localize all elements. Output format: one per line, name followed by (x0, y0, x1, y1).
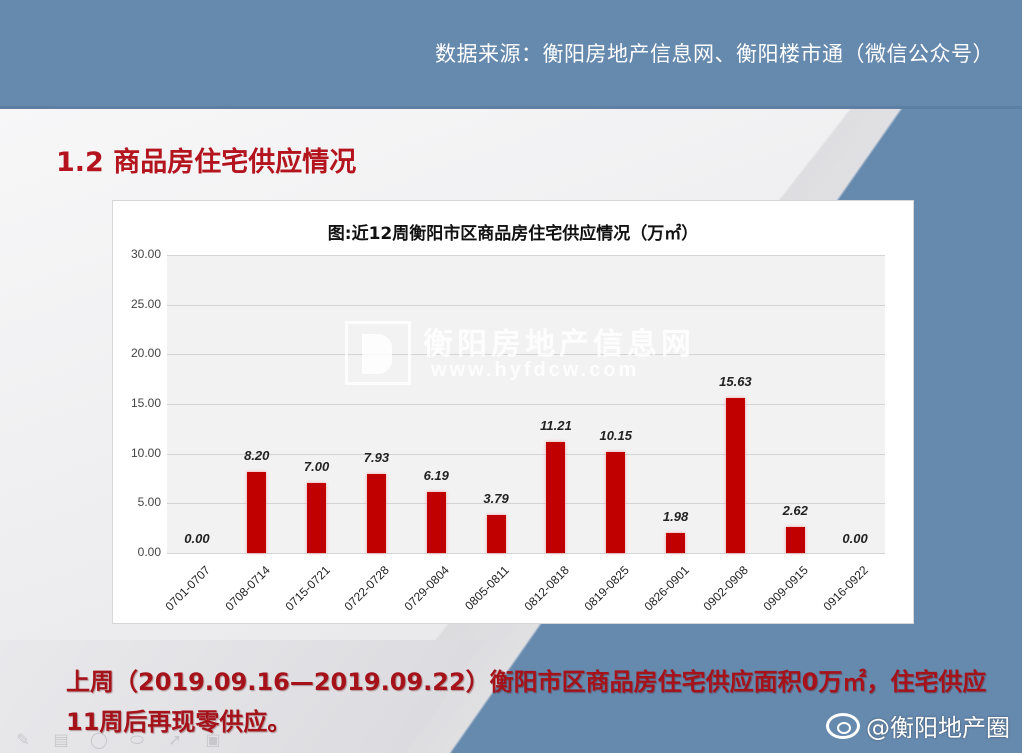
weibo-handle: @衡阳地产圈 (866, 714, 1010, 742)
camera-icon[interactable]: ▣ (205, 730, 221, 749)
x-tick-label: 0722-0728 (341, 563, 393, 614)
x-tick-label: 0805-0811 (462, 563, 512, 613)
bar (725, 397, 745, 553)
bar-value-label: 7.00 (303, 459, 330, 475)
weibo-icon (826, 712, 860, 739)
x-tick-label: 0715-0721 (281, 563, 333, 614)
watermark: 衡阳房地产信息网 www.hyfdcw.com (345, 319, 705, 389)
y-tick-label: 15.00 (130, 396, 161, 410)
bar-value-label: 2.62 (782, 502, 808, 518)
bar-value-label: 0.00 (184, 531, 210, 546)
header-band: 数据来源：衡阳房地产信息网、衡阳楼市通（微信公众号） (0, 0, 1022, 109)
watermark-url: www.hyfdcw.com (431, 359, 640, 381)
x-tick-label: 0729-0804 (401, 563, 453, 614)
bar (785, 526, 805, 553)
y-tick-label: 10.00 (130, 445, 161, 460)
watermark-logo-icon (345, 321, 411, 385)
bar-value-label: 1.98 (662, 509, 689, 525)
bar-value-label: 3.79 (483, 491, 509, 507)
chart-title: 图:近12周衡阳市区商品房住宅供应情况（万㎡） (327, 224, 699, 244)
bar-value-label: 0.00 (842, 531, 868, 546)
x-tick-label: 0701-0707 (162, 563, 213, 614)
keyboard-icon[interactable]: ▤ (53, 730, 69, 749)
gridline (167, 553, 885, 554)
bar (247, 471, 267, 553)
bar-value-label: 15.63 (719, 373, 752, 389)
y-tick-label: 30.00 (130, 247, 161, 261)
chart-container: 图:近12周衡阳市区商品房住宅供应情况（万㎡） 0.00 5.00 10.00 15.… (112, 200, 914, 624)
bar (546, 441, 566, 553)
presentation-toolbar: ✎ ▤ ◯ ⬭ ➚ ▣ (10, 730, 226, 750)
bar-value-label: 7.93 (363, 450, 390, 466)
gridline (167, 503, 885, 505)
y-tick-label: 20.00 (130, 346, 161, 361)
gridline (167, 304, 885, 306)
weibo-watermark: @衡阳地产圈 (826, 708, 1010, 743)
bar (366, 474, 386, 553)
gridline (167, 404, 885, 405)
gridline (167, 354, 885, 356)
gridline (167, 453, 885, 455)
x-tick-label: 0812-0818 (521, 563, 572, 614)
x-tick-label: 0909-0915 (760, 563, 812, 614)
pointer-icon[interactable]: ➚ (168, 730, 182, 749)
bar-value-label: 6.19 (423, 467, 449, 483)
y-tick-label: 5.00 (137, 495, 161, 510)
bar (666, 533, 686, 553)
y-tick-label: 0.00 (137, 545, 161, 559)
gridline (167, 255, 885, 256)
mouse-icon[interactable]: ◯ (90, 730, 108, 749)
section-title: 1.2 商品房住宅供应情况 (56, 147, 357, 178)
bar (606, 452, 626, 553)
bar (426, 491, 446, 553)
data-source-text: 数据来源：衡阳房地产信息网、衡阳楼市通（微信公众号） (435, 42, 994, 66)
bar-value-label: 11.21 (540, 417, 572, 433)
x-tick-label: 0819-0825 (581, 563, 632, 614)
bar-value-label: 10.15 (599, 428, 633, 444)
y-tick-label: 25.00 (130, 296, 161, 311)
bar-value-label: 8.20 (244, 447, 270, 463)
x-tick-label: 0902-0908 (700, 563, 752, 614)
watermark-name: 衡阳房地产信息网 (423, 327, 695, 362)
plot-area: 0.00 5.00 10.00 15.00 20.00 25.00 30.00 0.00 8.2… (131, 247, 885, 559)
bar (307, 483, 327, 553)
summary-text: 上周（2019.09.16—2019.09.22）衡阳市区商品房住宅供应面积0万… (66, 668, 987, 736)
bar (486, 515, 506, 553)
x-tick-label: 0916-0922 (820, 563, 871, 614)
eraser-icon[interactable]: ⬭ (130, 730, 144, 749)
pen-icon[interactable]: ✎ (16, 730, 30, 749)
x-tick-label: 0826-0901 (640, 563, 692, 614)
x-tick-label: 0708-0714 (222, 563, 273, 614)
